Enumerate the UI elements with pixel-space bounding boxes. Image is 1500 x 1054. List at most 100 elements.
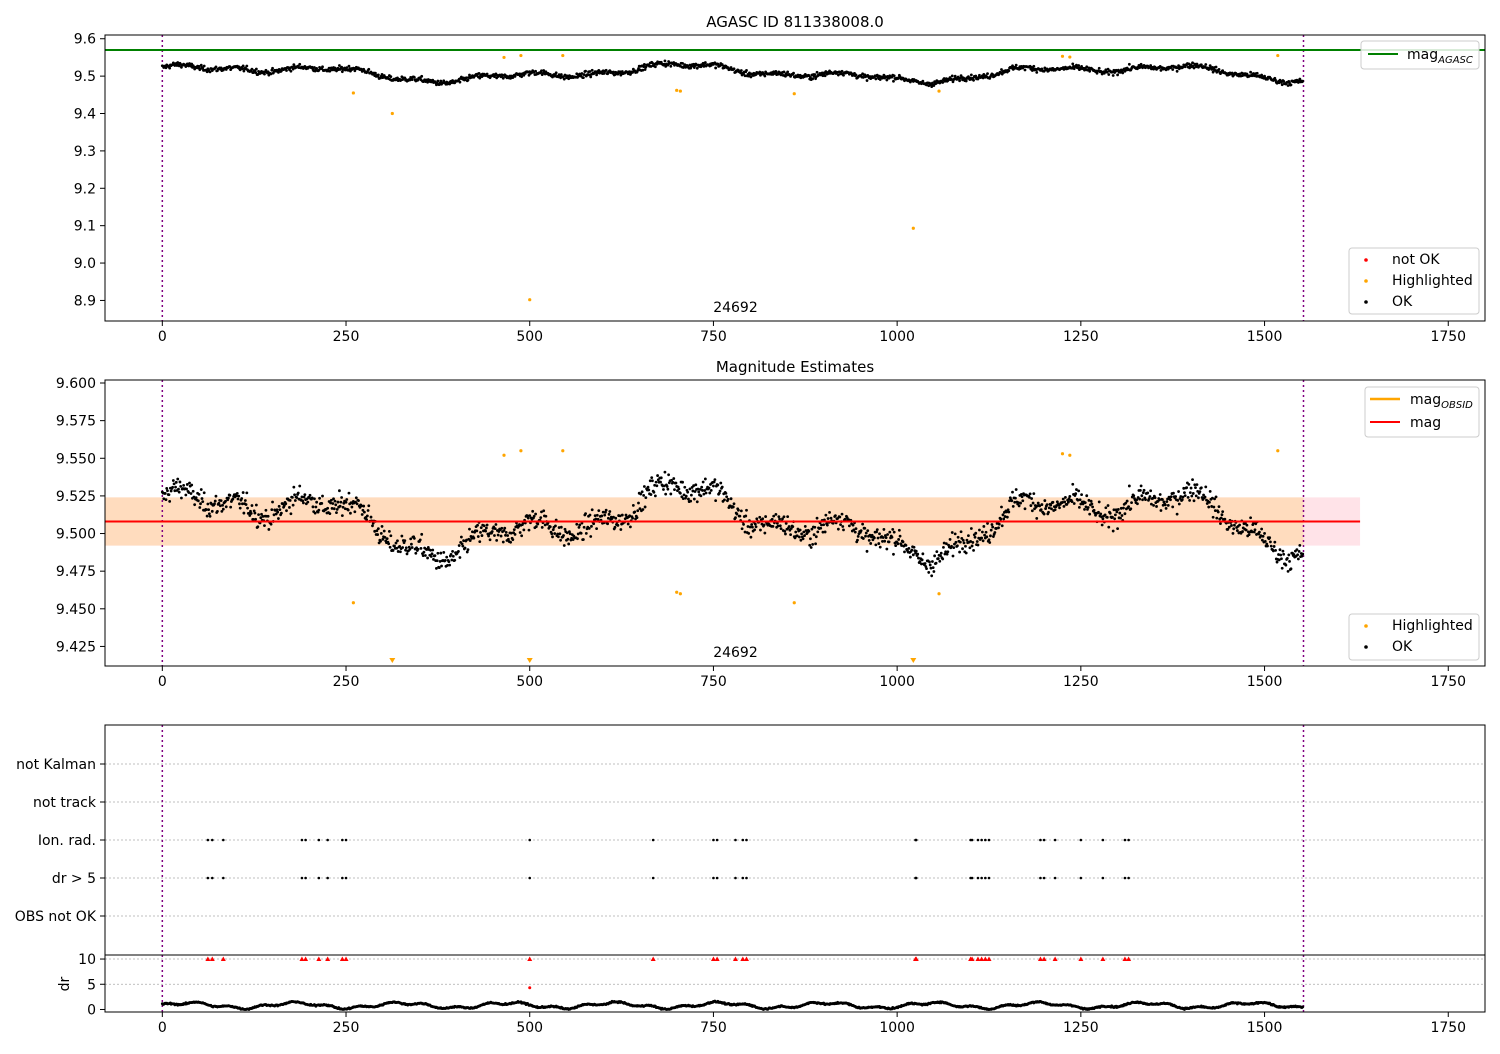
ok-point bbox=[954, 540, 958, 544]
ok-point bbox=[854, 527, 858, 531]
ok-point bbox=[1278, 548, 1282, 552]
ok-point bbox=[250, 504, 254, 507]
highlighted-point bbox=[1060, 54, 1065, 58]
dr-clipped-marker bbox=[986, 956, 992, 962]
dr-clipped-marker bbox=[982, 956, 988, 962]
ok-point bbox=[496, 533, 500, 537]
ok-point bbox=[310, 65, 314, 69]
ok-point bbox=[1088, 512, 1092, 516]
ok-point bbox=[601, 510, 605, 514]
ok-point bbox=[1298, 543, 1302, 547]
flag-point bbox=[712, 838, 715, 842]
ok-point bbox=[1245, 523, 1249, 527]
panel2-legend-lower[interactable]: Highlighted OK bbox=[1348, 613, 1480, 661]
ok-point bbox=[881, 536, 885, 539]
ok-point bbox=[840, 512, 844, 516]
ok-point bbox=[506, 534, 510, 537]
panel1-legend-lower[interactable]: not OK Highlighted OK bbox=[1348, 247, 1480, 315]
ok-point bbox=[673, 488, 676, 492]
ok-point bbox=[365, 518, 368, 522]
highlighted-point bbox=[792, 92, 796, 96]
ok-point bbox=[1007, 69, 1011, 73]
ok-point bbox=[513, 532, 517, 536]
ok-point bbox=[1260, 538, 1264, 542]
ok-point bbox=[214, 65, 218, 69]
ok-point bbox=[1187, 62, 1191, 66]
ok-point bbox=[1158, 498, 1161, 502]
ok-point bbox=[582, 73, 586, 76]
flag-point bbox=[1127, 838, 1130, 842]
flag-point bbox=[317, 876, 321, 880]
y-tick-label: 9.500 bbox=[56, 527, 96, 543]
ok-point bbox=[376, 533, 380, 536]
panel1-legend-upper[interactable]: magAGASC bbox=[1360, 40, 1480, 70]
flag-point bbox=[304, 838, 307, 842]
ok-point bbox=[894, 544, 898, 548]
ok-point bbox=[566, 537, 570, 541]
ok-point bbox=[642, 494, 646, 497]
ok-point bbox=[379, 539, 382, 543]
ok-point bbox=[1011, 505, 1015, 508]
ok-point bbox=[495, 538, 499, 542]
ok-point bbox=[274, 512, 278, 516]
legend-label-not-ok: not OK bbox=[1392, 252, 1440, 268]
ok-point bbox=[420, 532, 424, 536]
dr-clipped-marker bbox=[220, 956, 226, 962]
ok-point bbox=[718, 489, 722, 493]
ok-point bbox=[236, 497, 240, 501]
ok-point bbox=[218, 504, 222, 508]
panel2-legend-upper[interactable]: magOBSID mag bbox=[1364, 386, 1480, 438]
ok-point bbox=[1122, 506, 1125, 510]
ok-point bbox=[911, 553, 915, 557]
ok-point bbox=[994, 527, 998, 530]
ok-point bbox=[787, 525, 791, 528]
ok-point bbox=[1208, 500, 1211, 504]
ok-point bbox=[684, 494, 688, 498]
ok-point bbox=[293, 499, 297, 502]
ok-point bbox=[240, 497, 244, 500]
ok-point bbox=[784, 521, 788, 525]
ok-point bbox=[579, 531, 583, 535]
ok-point bbox=[565, 531, 569, 535]
ok-point bbox=[951, 554, 955, 558]
ok-point bbox=[1007, 510, 1011, 514]
ok-point bbox=[249, 512, 253, 515]
ok-point bbox=[723, 498, 726, 502]
ok-point bbox=[892, 530, 896, 534]
ok-point bbox=[575, 72, 579, 76]
legend-marker-ok bbox=[1364, 645, 1368, 649]
ok-point bbox=[920, 558, 924, 562]
ok-point bbox=[290, 495, 294, 499]
ok-point bbox=[990, 523, 994, 526]
ok-point bbox=[1067, 497, 1071, 501]
ok-point bbox=[999, 517, 1003, 521]
ok-point bbox=[540, 525, 544, 529]
ok-point bbox=[1011, 490, 1014, 494]
ok-point bbox=[802, 530, 806, 534]
ok-point bbox=[1078, 498, 1082, 502]
ok-point bbox=[321, 494, 324, 498]
y-tick-label: 9.525 bbox=[56, 489, 96, 505]
ok-point bbox=[814, 535, 818, 539]
ok-point bbox=[235, 494, 238, 498]
ok-point bbox=[490, 530, 494, 533]
ok-point bbox=[939, 551, 943, 555]
agasc-mag-panel: AGASC ID 811338008.0 0 250 500 750 1000 1250 1… bbox=[74, 13, 1486, 345]
legend-label-ok: OK bbox=[1392, 294, 1413, 310]
ok-point bbox=[485, 523, 489, 527]
ok-point bbox=[841, 525, 845, 528]
ok-point bbox=[317, 508, 321, 512]
ok-point bbox=[941, 557, 945, 561]
ok-point bbox=[1284, 563, 1288, 567]
ok-point bbox=[480, 534, 484, 537]
ok-point bbox=[412, 537, 416, 540]
ok-point bbox=[748, 525, 752, 529]
ok-point bbox=[851, 523, 855, 527]
highlighted-point bbox=[561, 449, 565, 453]
ok-point bbox=[1141, 491, 1145, 495]
ok-point bbox=[1155, 505, 1158, 508]
ok-point bbox=[520, 534, 524, 538]
ok-point bbox=[403, 539, 407, 543]
ok-point bbox=[559, 73, 563, 76]
